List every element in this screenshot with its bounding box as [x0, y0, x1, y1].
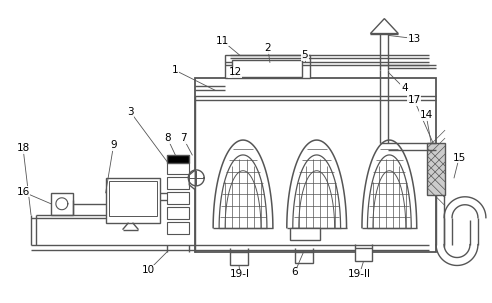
Bar [195, 78, 436, 251]
Bar [290, 228, 320, 240]
Text: 19-II: 19-II [348, 269, 371, 279]
Text: 3: 3 [127, 107, 134, 117]
Bar [167, 177, 189, 189]
Polygon shape [189, 170, 195, 190]
Text: 2: 2 [265, 43, 271, 53]
Text: 16: 16 [16, 187, 30, 197]
Text: 18: 18 [16, 143, 30, 153]
Text: 8: 8 [164, 133, 171, 143]
Text: 14: 14 [420, 110, 433, 120]
Bar [225, 55, 309, 78]
Bar [167, 155, 189, 163]
Text: 17: 17 [407, 95, 421, 105]
Bar [106, 178, 160, 223]
Text: 9: 9 [110, 140, 117, 150]
Text: 12: 12 [228, 67, 242, 77]
Bar [230, 251, 248, 265]
Text: 5: 5 [302, 50, 308, 60]
Bar [232, 60, 302, 77]
Bar [51, 193, 73, 215]
Bar [167, 222, 189, 234]
Bar [167, 162, 189, 174]
Text: 1: 1 [172, 65, 179, 75]
Text: 11: 11 [215, 35, 229, 45]
Bar [109, 181, 157, 216]
Bar [295, 251, 313, 264]
Bar [427, 143, 445, 195]
Text: 19-I: 19-I [230, 269, 250, 279]
Bar [167, 207, 189, 219]
Text: 7: 7 [180, 133, 186, 143]
Polygon shape [370, 18, 399, 34]
Bar [167, 192, 189, 204]
Text: 4: 4 [401, 83, 407, 93]
Text: 6: 6 [291, 268, 298, 278]
Text: 13: 13 [407, 34, 421, 44]
Text: 10: 10 [142, 265, 155, 275]
Text: 15: 15 [453, 153, 465, 163]
Bar [355, 248, 372, 261]
